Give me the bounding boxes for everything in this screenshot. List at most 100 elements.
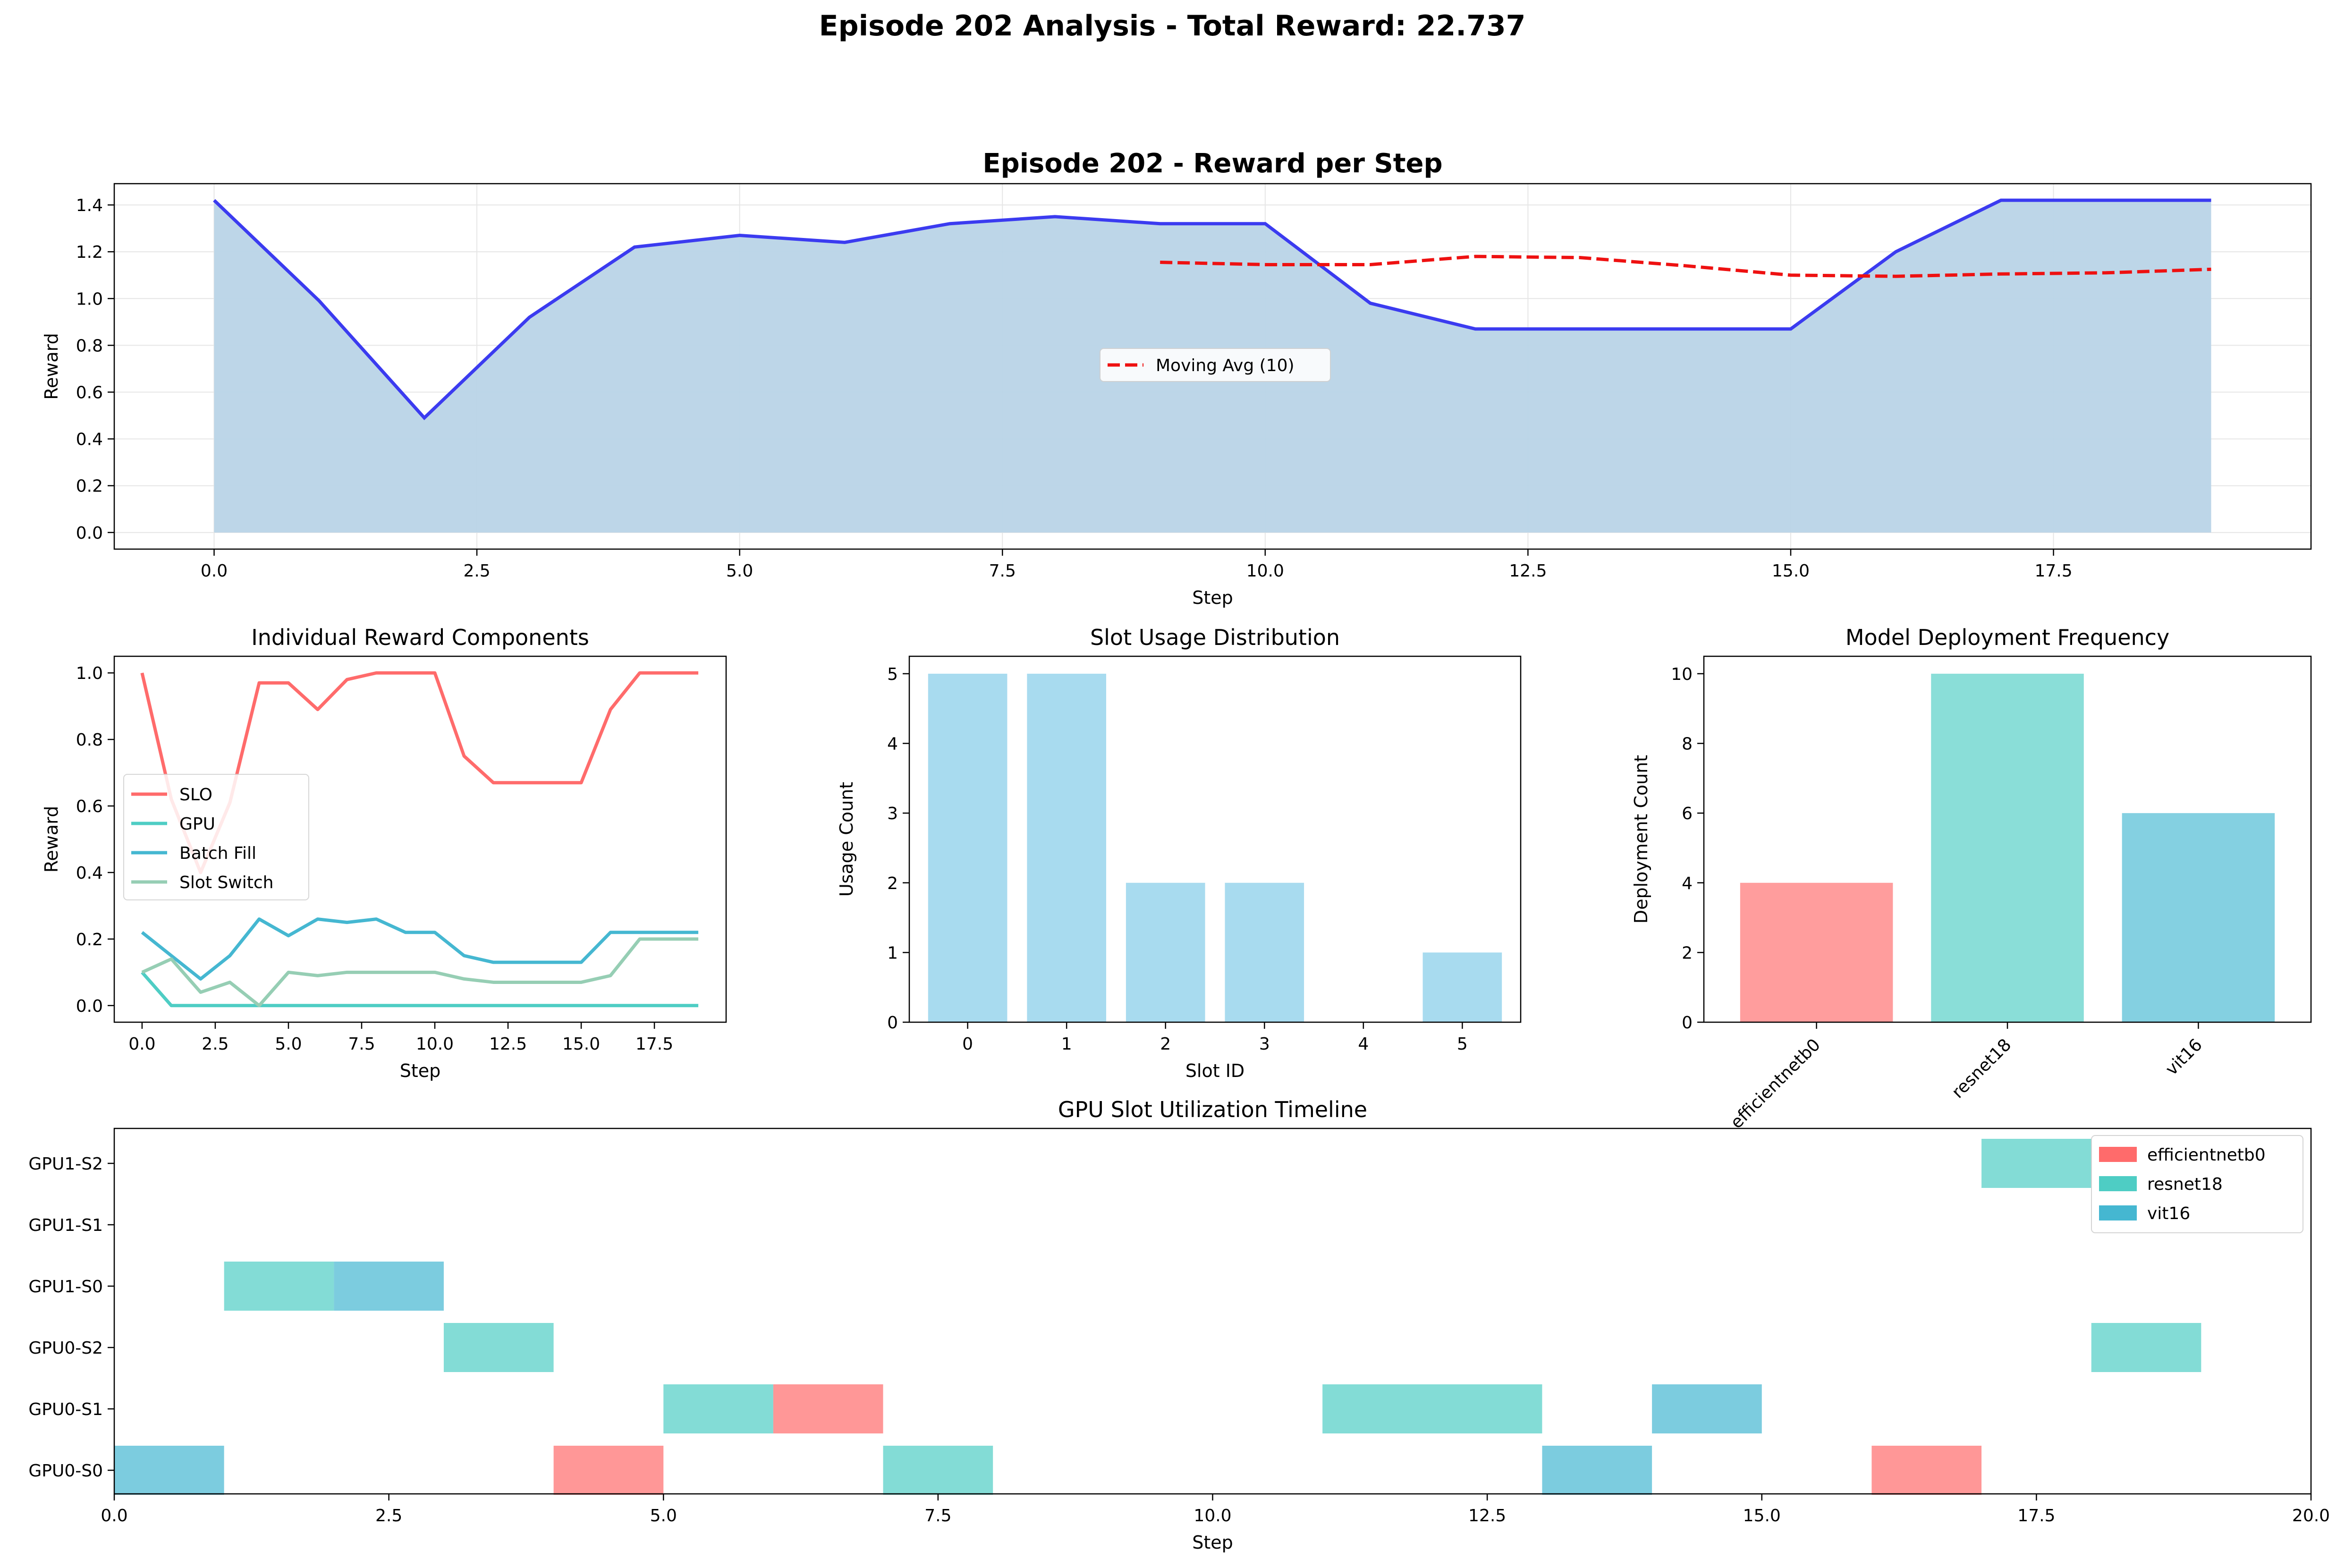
reward-ytick-label: 1.2 <box>76 243 103 262</box>
reward-xtick-label: 15.0 <box>1772 561 1810 581</box>
timeline-legend-box <box>2091 1135 2303 1233</box>
slots-xtick-label: 4 <box>1358 1034 1369 1054</box>
reward-ytick-label: 0.6 <box>76 383 103 403</box>
components-ytick-label: 0.6 <box>76 797 103 816</box>
components-ytick-label: 0.2 <box>76 930 103 949</box>
components-xtick-label: 5.0 <box>275 1034 302 1054</box>
timeline-segment-resnet18 <box>663 1384 773 1433</box>
components-axes-frame <box>113 655 727 1023</box>
slots-bar <box>1027 673 1106 1022</box>
reward-ytick-label: 1.4 <box>76 196 103 215</box>
slots-xlabel: Slot ID <box>1185 1060 1244 1081</box>
timeline-segment-resnet18 <box>1981 1139 2091 1188</box>
timeline-segment-resnet18 <box>1322 1384 1542 1433</box>
slots-xtick-label: 3 <box>1259 1034 1270 1054</box>
components-xtick-label: 2.5 <box>202 1034 229 1054</box>
components-xlabel: Step <box>400 1060 441 1081</box>
reward-xtick-label: 7.5 <box>989 561 1016 581</box>
timeline-row-label: GPU1-S2 <box>28 1154 103 1174</box>
components-xtick-label: 17.5 <box>635 1034 673 1054</box>
reward-ytick-label: 1.0 <box>76 289 103 309</box>
reward-xtick-label: 2.5 <box>463 561 490 581</box>
slots-ylabel: Usage Count <box>836 782 857 897</box>
slots-xtick-label: 0 <box>962 1034 973 1054</box>
slots-ytick-label: 2 <box>887 874 898 893</box>
slots-bar <box>1126 882 1205 1022</box>
timeline-xtick-label: 15.0 <box>1743 1506 1781 1526</box>
timeline-xlabel: Step <box>1192 1532 1233 1553</box>
reward-xtick-label: 10.0 <box>1246 561 1284 581</box>
slots-axes-frame <box>908 655 1522 1023</box>
slots-bar <box>1225 882 1304 1022</box>
models-ytick-label: 6 <box>1682 804 1693 823</box>
timeline-segment-resnet18 <box>224 1262 334 1311</box>
reward-xtick-label: 12.5 <box>1509 561 1547 581</box>
timeline-xtick-label: 20.0 <box>2292 1506 2330 1526</box>
timeline-segment-vit16 <box>1652 1384 1762 1433</box>
slots-ytick-label: 5 <box>887 665 898 684</box>
figure-suptitle: Episode 202 Analysis - Total Reward: 22.… <box>819 9 1526 42</box>
timeline-xtick-label: 12.5 <box>1468 1506 1506 1526</box>
timeline-legend-swatch <box>2099 1147 2137 1162</box>
reward-ytick-label: 0.0 <box>76 524 103 543</box>
models-bar <box>1931 673 2084 1022</box>
timeline-segment-vit16 <box>1542 1446 1652 1495</box>
timeline-row-label: GPU0-S1 <box>28 1400 103 1419</box>
slots-xtick-label: 1 <box>1061 1034 1072 1054</box>
reward-xtick-label: 5.0 <box>726 561 753 581</box>
timeline-segment-resnet18 <box>443 1323 554 1372</box>
components-xtick-label: 10.0 <box>416 1034 454 1054</box>
timeline-xtick-label: 0.0 <box>101 1506 127 1526</box>
slots-xtick-label: 5 <box>1457 1034 1468 1054</box>
reward-axes-frame <box>113 183 2312 550</box>
components-xtick-label: 12.5 <box>489 1034 527 1054</box>
models-ylabel: Deployment Count <box>1631 755 1651 924</box>
models-ytick-label: 8 <box>1682 735 1693 754</box>
reward-legend-label: Moving Avg (10) <box>1156 356 1295 375</box>
timeline-legend-label: efficientnetb0 <box>2147 1145 2266 1165</box>
reward-legend-box <box>1100 348 1331 382</box>
components-ytick-label: 1.0 <box>76 664 103 683</box>
components-title: Individual Reward Components <box>251 625 589 650</box>
timeline-xtick-label: 10.0 <box>1194 1506 1231 1526</box>
timeline-xtick-label: 2.5 <box>375 1506 402 1526</box>
reward-components-chart: 0.0 2.5 5.0 7.5 10.0 12.5 15.0 17.5 0.0 0.2 0.4 0.6… <box>41 625 727 1081</box>
gpu-timeline-chart: 0.0 2.5 5.0 7.5 10.0 12.5 15.0 17.5 20.0 GPU0-S0 G… <box>28 1097 2330 1553</box>
reward-ylabel: Reward <box>41 333 62 400</box>
reward-ytick-label: 0.8 <box>76 336 103 356</box>
timeline-legend-swatch <box>2099 1205 2137 1220</box>
component-line-slot-switch <box>141 937 699 1008</box>
slots-ytick-label: 1 <box>887 943 898 963</box>
components-xtick-label: 15.0 <box>562 1034 600 1054</box>
slot-usage-chart: 0 1 2 3 4 5 0 1 2 3 4 5 Slot Usage Distribution Slot … <box>836 625 1522 1081</box>
components-ytick-label: 0.4 <box>76 864 103 883</box>
models-ytick-label: 0 <box>1682 1013 1693 1033</box>
reward-per-step-chart: 0.0 2.5 5.0 7.5 10.0 12.5 15.0 17.5 0.0 0.2 0.4 0.6… <box>41 148 2312 608</box>
models-bar <box>1740 882 1893 1022</box>
models-ytick-label: 4 <box>1682 874 1693 893</box>
timeline-segment-resnet18 <box>883 1446 993 1495</box>
components-legend-label: SLO <box>179 785 212 805</box>
timeline-legend-label: resnet18 <box>2147 1175 2223 1194</box>
components-ytick-label: 0.8 <box>76 730 103 750</box>
components-xtick-label: 0.0 <box>128 1034 155 1054</box>
timeline-xtick-label: 5.0 <box>650 1506 677 1526</box>
models-ytick-label: 2 <box>1682 943 1693 963</box>
slots-ytick-label: 0 <box>887 1013 898 1033</box>
components-legend-box <box>123 774 309 900</box>
timeline-segment-efficientnetb0 <box>553 1446 664 1495</box>
models-bar <box>2122 813 2275 1022</box>
slots-bar <box>1422 952 1502 1022</box>
component-line-batch-fill <box>141 917 699 981</box>
timeline-row-label: GPU1-S0 <box>28 1277 103 1297</box>
slots-xtick-label: 2 <box>1160 1034 1171 1054</box>
timeline-legend-swatch <box>2099 1176 2137 1191</box>
timeline-segment-vit16 <box>334 1262 444 1311</box>
timeline-xtick-label: 7.5 <box>924 1506 951 1526</box>
timeline-row-label: GPU1-S1 <box>28 1216 103 1235</box>
timeline-row-label: GPU0-S2 <box>28 1339 103 1358</box>
reward-ytick-label: 0.2 <box>76 477 103 496</box>
reward-line <box>213 198 2211 421</box>
